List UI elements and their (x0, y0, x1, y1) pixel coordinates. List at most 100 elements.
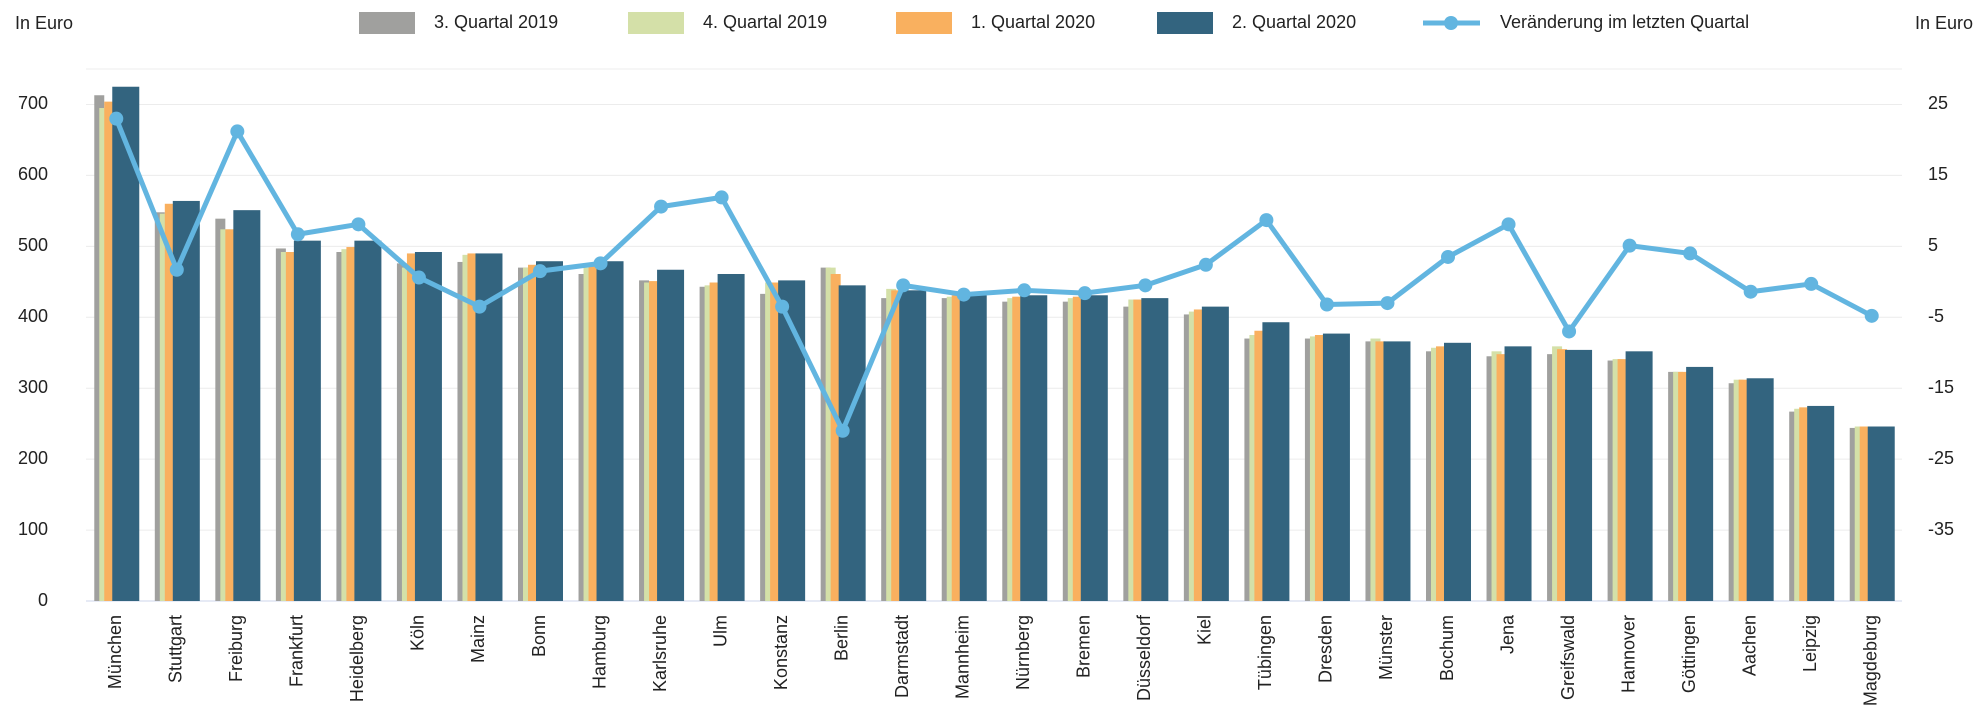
y-tick-label: 600 (18, 164, 48, 184)
x-tick-label: Jena (1497, 614, 1517, 654)
bar (1557, 349, 1568, 601)
x-tick-label: Dresden (1316, 615, 1336, 683)
legend-label: 3. Quartal 2019 (434, 12, 558, 32)
bar (1859, 426, 1870, 601)
y2-axis-label: In Euro (1915, 13, 1973, 33)
bar (1012, 296, 1023, 601)
x-tick-label: Kiel (1195, 615, 1215, 645)
x-tick-label: Karlsruhe (650, 615, 670, 692)
line-point (593, 256, 608, 271)
line-point (1138, 278, 1153, 293)
line-point (835, 423, 850, 438)
line-point (1441, 249, 1455, 264)
bar (899, 290, 927, 601)
x-tick-label: Frankfurt (287, 615, 307, 687)
bar (1436, 346, 1446, 601)
x-tick-label: Magdeburg (1860, 615, 1880, 706)
x-tick-label: Stuttgart (166, 615, 186, 683)
bar (467, 253, 478, 601)
line-point (1683, 246, 1698, 261)
bar (1504, 346, 1532, 601)
bar (891, 290, 902, 601)
y2-tick-label: -35 (1928, 519, 1954, 539)
bar (1375, 341, 1386, 601)
x-tick-label: Göttingen (1679, 615, 1699, 693)
bar (233, 210, 261, 601)
line-point (472, 299, 487, 314)
y2-tick-label: -5 (1928, 306, 1944, 326)
bar (164, 203, 175, 602)
line-point (714, 190, 729, 205)
line-point (533, 264, 547, 279)
bar (1496, 354, 1507, 601)
legend-swatch (1157, 12, 1213, 34)
x-tick-label: Bochum (1437, 615, 1457, 681)
bar (528, 264, 538, 601)
y-tick-label: 300 (18, 377, 48, 397)
bar (354, 240, 382, 601)
y-tick-label: 500 (18, 235, 48, 255)
bar (1262, 322, 1290, 601)
x-tick-label: Heidelberg (347, 615, 367, 702)
x-tick-label: Freiburg (226, 615, 246, 682)
line-point (351, 217, 366, 232)
bar (1141, 298, 1169, 601)
y-tick-label: 400 (18, 306, 48, 326)
line-point (654, 199, 669, 214)
x-tick-label: Greifswald (1558, 615, 1578, 700)
x-tick-label: Köln (408, 615, 428, 651)
bar (709, 282, 720, 601)
line-point (956, 287, 971, 302)
x-tick-label: Berlin (831, 615, 851, 661)
x-tick-label: Tübingen (1255, 615, 1275, 690)
line-point (290, 227, 305, 242)
x-tick-label: Münster (1376, 615, 1396, 680)
legend-swatch (896, 12, 952, 34)
bar (1617, 359, 1628, 601)
x-tick-label: Konstanz (771, 615, 791, 690)
x-tick-label: Darmstadt (892, 615, 912, 698)
bar (588, 264, 599, 601)
y-tick-label: 100 (18, 519, 48, 539)
line-point (1198, 257, 1213, 272)
line-point (411, 270, 426, 285)
bar (1072, 296, 1083, 601)
bar (1738, 379, 1749, 601)
x-tick-label: Bonn (529, 615, 549, 657)
y2-tick-label: 25 (1928, 93, 1948, 113)
bar (1254, 330, 1265, 601)
x-tick-label: Nürnberg (1013, 615, 1033, 690)
line-point (1077, 286, 1092, 301)
bar (1133, 299, 1144, 601)
line-point (1380, 296, 1395, 311)
bar (112, 86, 140, 601)
line-point (169, 262, 184, 277)
bar (1444, 342, 1471, 601)
x-tick-label: Hannover (1618, 615, 1638, 693)
line-point (1501, 217, 1516, 232)
y-tick-label: 700 (18, 93, 48, 113)
bar (770, 282, 781, 601)
x-tick-label: Düsseldorf (1134, 614, 1154, 701)
y2-tick-label: 15 (1928, 164, 1948, 184)
bar (1322, 333, 1350, 601)
bar (596, 261, 624, 601)
x-tick-label: Ulm (710, 615, 730, 647)
y2-tick-label: 5 (1928, 235, 1938, 255)
y2-tick-label: -25 (1928, 448, 1954, 468)
bar (830, 273, 841, 601)
bar (1867, 426, 1895, 601)
bar (346, 247, 357, 601)
legend-label: Veränderung im letzten Quartal (1500, 12, 1749, 32)
y-axis-label: In Euro (15, 13, 73, 33)
legend-marker (1444, 16, 1458, 30)
bar (406, 253, 417, 601)
bar (1193, 309, 1204, 601)
bar (649, 281, 660, 601)
bar (1201, 306, 1229, 601)
bar (1678, 371, 1689, 601)
bar (104, 101, 115, 601)
x-tick-label: Hamburg (589, 615, 609, 689)
bar (285, 252, 296, 601)
